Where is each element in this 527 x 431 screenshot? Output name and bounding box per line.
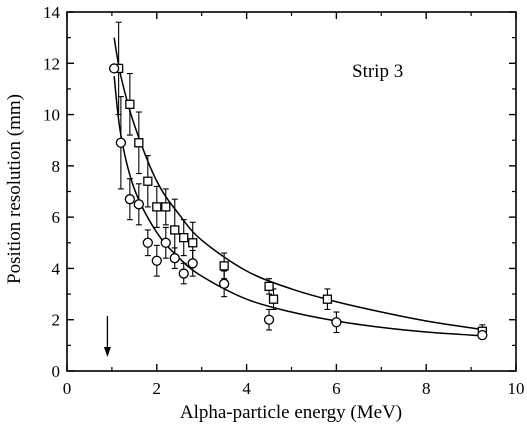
circle-marker bbox=[160, 237, 171, 248]
circle-marker bbox=[331, 317, 342, 328]
circle-marker bbox=[477, 329, 488, 341]
square-marker bbox=[264, 281, 274, 292]
circle-marker bbox=[142, 237, 153, 248]
circle-marker bbox=[187, 258, 198, 269]
square-marker bbox=[179, 233, 189, 243]
x-tick-label: 8 bbox=[422, 379, 431, 398]
x-tick-label: 4 bbox=[242, 379, 251, 398]
square-marker bbox=[170, 225, 180, 235]
y-axis-label: Position resolution (mm) bbox=[4, 94, 25, 284]
x-tick-label: 10 bbox=[508, 379, 525, 398]
square-marker bbox=[134, 138, 144, 148]
x-tick-label: 6 bbox=[332, 379, 341, 398]
circle-marker bbox=[124, 194, 136, 205]
square-marker bbox=[161, 202, 171, 212]
circle-marker bbox=[108, 63, 120, 74]
data-markers bbox=[108, 63, 488, 341]
square-marker bbox=[152, 202, 162, 212]
y-tick-label: 14 bbox=[43, 3, 61, 22]
y-tick-label: 2 bbox=[52, 311, 61, 330]
circle-marker bbox=[169, 253, 180, 264]
plot-frame bbox=[66, 11, 517, 372]
x-tick-label: 2 bbox=[153, 379, 162, 398]
circle-fit-curve bbox=[113, 76, 485, 337]
y-tick-label: 10 bbox=[43, 106, 60, 125]
x-tick-label: 0 bbox=[63, 379, 72, 398]
x-axis-label: Alpha-particle energy (MeV) bbox=[180, 402, 402, 423]
y-tick-label: 4 bbox=[52, 259, 61, 278]
threshold-arrow bbox=[103, 316, 111, 357]
circle-marker bbox=[263, 314, 275, 325]
fit-curves bbox=[113, 37, 485, 337]
circle-marker bbox=[151, 255, 162, 266]
square-fit-curve bbox=[113, 37, 485, 331]
y-tick-label: 0 bbox=[52, 362, 61, 381]
y-tick-label: 6 bbox=[52, 208, 61, 227]
circle-marker bbox=[178, 268, 189, 279]
arrow-head bbox=[103, 347, 111, 357]
square-marker bbox=[143, 176, 153, 186]
circle-marker bbox=[218, 278, 230, 289]
y-tick-label: 8 bbox=[52, 157, 61, 176]
square-marker bbox=[219, 261, 229, 271]
square-marker bbox=[188, 238, 198, 248]
square-marker bbox=[268, 294, 279, 304]
y-tick-label: 12 bbox=[43, 54, 60, 73]
axis-ticks: 0 2 4 6 8 10 0 2 4 6 8 10 12 14 bbox=[43, 3, 525, 398]
circle-marker bbox=[115, 137, 127, 148]
strip-annotation: Strip 3 bbox=[352, 61, 403, 82]
square-marker bbox=[322, 294, 333, 304]
plot-border bbox=[66, 11, 517, 372]
square-marker bbox=[125, 99, 135, 109]
circle-marker bbox=[133, 199, 144, 210]
